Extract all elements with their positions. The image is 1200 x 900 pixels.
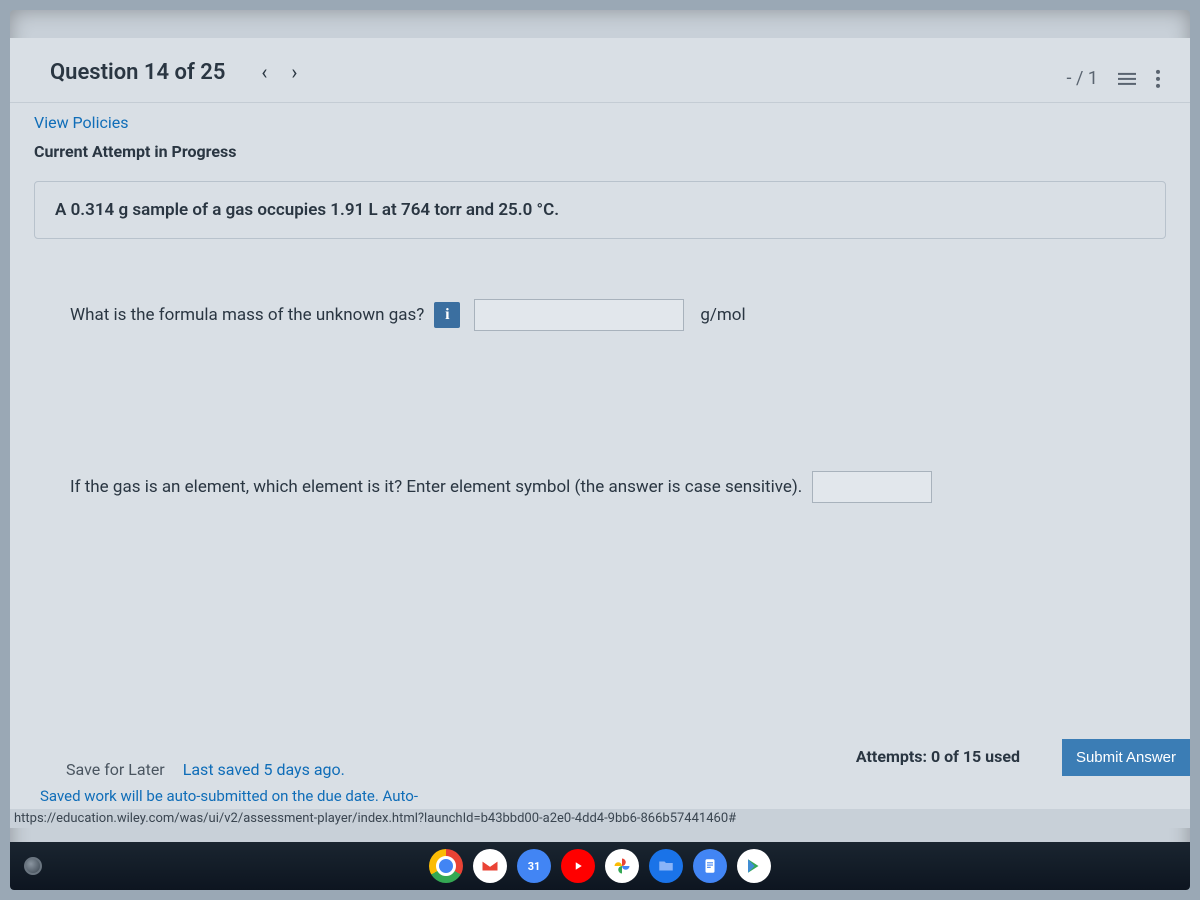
taskbar: 31: [10, 842, 1190, 890]
status-bar-url: https://education.wiley.com/was/ui/v2/as…: [10, 809, 1190, 828]
calendar-icon[interactable]: 31: [517, 849, 551, 883]
last-saved-label: Last saved 5 days ago.: [183, 760, 345, 779]
problem-statement-text: A 0.314 g sample of a gas occupies 1.91 …: [55, 200, 1145, 220]
save-for-later-button[interactable]: Save for Later: [66, 760, 165, 779]
q2-answer-input[interactable]: [812, 471, 932, 503]
problem-statement-box: A 0.314 g sample of a gas occupies 1.91 …: [34, 181, 1166, 239]
auto-submit-note: Saved work will be auto-submitted on the…: [10, 787, 1190, 809]
screen: Question 14 of 25 ‹ › - / 1 View Policie…: [10, 10, 1190, 890]
question-part-1: What is the formula mass of the unknown …: [70, 299, 1166, 331]
assessment-page: Question 14 of 25 ‹ › - / 1 View Policie…: [10, 38, 1190, 828]
submit-answer-button[interactable]: Submit Answer: [1062, 739, 1190, 776]
q1-unit-label: g/mol: [700, 305, 745, 325]
chrome-icon[interactable]: [429, 849, 463, 883]
gmail-icon[interactable]: [473, 849, 507, 883]
launcher-icon[interactable]: [24, 857, 42, 875]
more-options-icon[interactable]: [1156, 69, 1160, 87]
score-label: - / 1: [1067, 68, 1098, 89]
view-policies-link[interactable]: View Policies: [10, 103, 1190, 138]
play-store-icon[interactable]: [737, 849, 771, 883]
photos-icon[interactable]: [605, 849, 639, 883]
attempt-status-label: Current Attempt in Progress: [10, 138, 1190, 179]
list-menu-icon[interactable]: [1118, 69, 1136, 87]
info-icon[interactable]: i: [434, 302, 460, 328]
footer: Attempts: 0 of 15 used Submit Answer Sav…: [10, 744, 1190, 828]
youtube-icon[interactable]: [561, 849, 595, 883]
files-icon[interactable]: [649, 849, 683, 883]
header-right: - / 1: [1067, 68, 1160, 89]
attempts-label: Attempts: 0 of 15 used: [856, 747, 1020, 766]
q1-prompt: What is the formula mass of the unknown …: [70, 305, 424, 325]
question-part-2: If the gas is an element, which element …: [70, 471, 1166, 503]
question-title: Question 14 of 25: [50, 60, 225, 85]
docs-icon[interactable]: [693, 849, 727, 883]
q1-answer-input[interactable]: [474, 299, 684, 331]
next-question-button[interactable]: ›: [279, 56, 309, 88]
q2-prompt: If the gas is an element, which element …: [70, 477, 802, 497]
prev-question-button[interactable]: ‹: [249, 56, 279, 88]
question-header: Question 14 of 25 ‹ › - / 1: [10, 38, 1190, 103]
